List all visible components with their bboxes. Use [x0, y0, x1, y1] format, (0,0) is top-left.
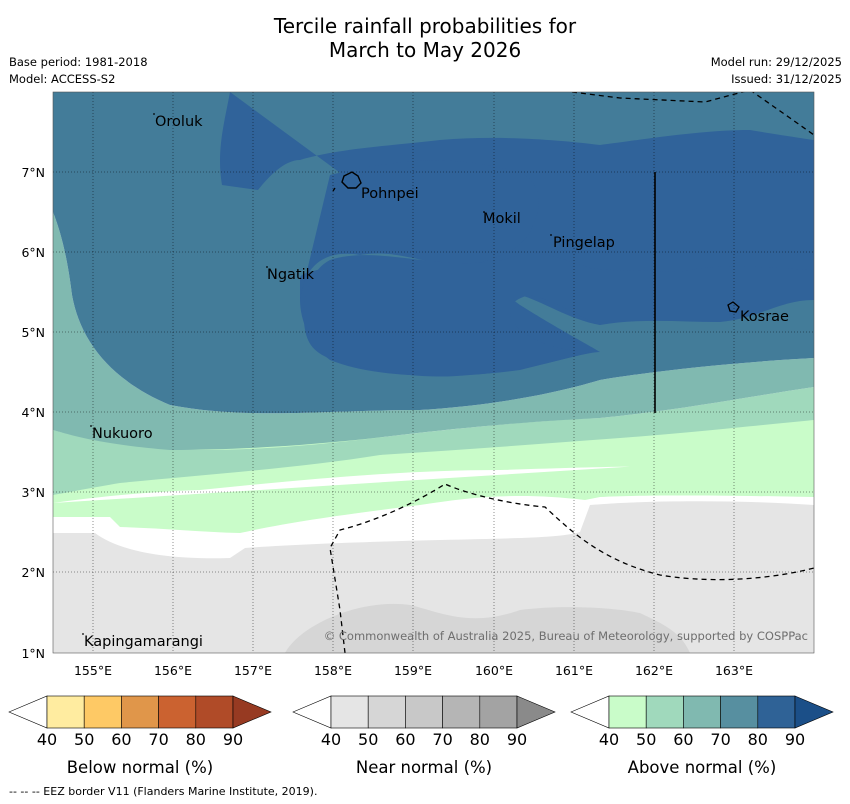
near-colorbar-tick: 50: [358, 730, 378, 749]
lon-label-158e: 158°E: [314, 663, 352, 678]
copyright-note: © Commonwealth of Australia 2025, Bureau…: [324, 629, 808, 643]
near-colorbar-segment: [442, 695, 481, 729]
title-line-1: Tercile rainfall probabilities for: [273, 14, 577, 38]
below-colorbar-tick: 80: [186, 730, 206, 749]
place-label-pohnpei: Pohnpei: [361, 186, 419, 202]
above-normal-80-region-central: [300, 160, 539, 300]
kosrae-island: [727, 301, 740, 313]
near-colorbar-segment: [330, 695, 369, 729]
lat-label-2n: 2°N: [21, 565, 45, 580]
lon-label-161e: 161°E: [555, 663, 593, 678]
below-colorbar-segment: [46, 695, 85, 729]
lat-label-3n: 3°N: [21, 485, 45, 500]
below-colorbar-segment: [195, 695, 234, 729]
title-line-2: March to May 2026: [328, 38, 522, 62]
above-colorbar-max-extension: [794, 695, 834, 729]
above-colorbar-tick: 40: [599, 730, 619, 749]
lat-label-4n: 4°N: [21, 405, 45, 420]
above-colorbar-segment: [757, 695, 796, 729]
below-colorbar-segment: [83, 695, 122, 729]
below-normal-colorbar: 40 50 60 70 80 90: [8, 695, 272, 749]
pohnpei-islet: [332, 187, 336, 192]
below-colorbar-tick: 50: [74, 730, 94, 749]
near-colorbar-tick: 80: [470, 730, 490, 749]
place-label-oroluk: Oroluk: [155, 114, 203, 130]
below-colorbar-tick: 40: [37, 730, 57, 749]
near-colorbar-tick: 90: [507, 730, 527, 749]
below-colorbar-tick: 60: [111, 730, 131, 749]
issued-date: Issued: 31/12/2025: [731, 72, 842, 86]
model-name: Model: ACCESS-S2: [9, 72, 116, 86]
lat-label-7n: 7°N: [21, 165, 45, 180]
above-normal-60-region: [53, 212, 814, 450]
lat-label-6n: 6°N: [21, 245, 45, 260]
below-colorbar-tick: 90: [223, 730, 243, 749]
above-colorbar-segment: [645, 695, 684, 729]
place-label-kapingamarangi: Kapingamarangi: [84, 634, 203, 650]
above-colorbar-min-extension: [570, 695, 610, 729]
below-colorbar-segment: [158, 695, 197, 729]
above-normal-label: Above normal (%): [628, 758, 777, 777]
pohnpei-island: [341, 171, 362, 189]
below-colorbar-min-extension: [8, 695, 48, 729]
above-normal-80-region-west: [303, 253, 814, 377]
near-colorbar-min-extension: [292, 695, 332, 729]
above-normal-50-region: [53, 387, 814, 495]
eez-footnote: -- -- -- EEZ border V11 (Flanders Marine…: [9, 785, 318, 798]
lon-label-163e: 163°E: [715, 663, 753, 678]
above-colorbar-segment: [720, 695, 759, 729]
lon-label-155e: 155°E: [74, 663, 112, 678]
atoll-marks: [82, 113, 552, 635]
above-colorbar-tick: 50: [636, 730, 656, 749]
below-colorbar-tick: 70: [148, 730, 168, 749]
eez-border: [329, 92, 814, 653]
above-colorbar-segment: [683, 695, 721, 729]
lat-label-5n: 5°N: [21, 325, 45, 340]
graticule: [53, 92, 814, 653]
near-colorbar-tick: 40: [321, 730, 341, 749]
below-colorbar-segment: [121, 695, 159, 729]
lon-label-157e: 157°E: [234, 663, 272, 678]
place-label-nukuoro: Nukuoro: [92, 426, 153, 442]
above-colorbar-tick: 60: [673, 730, 693, 749]
map-title: Tercile rainfall probabilities for March…: [0, 14, 850, 62]
above-colorbar-tick: 70: [710, 730, 730, 749]
lon-label-162e: 162°E: [635, 663, 673, 678]
base-period: Base period: 1981-2018: [9, 55, 148, 69]
near-colorbar-tick: 70: [432, 730, 452, 749]
place-label-mokil: Mokil: [483, 211, 521, 227]
near-colorbar-segment: [367, 695, 406, 729]
place-label-kosrae: Kosrae: [740, 309, 789, 325]
model-info: Base period: 1981-2018 Model: ACCESS-S2: [9, 54, 148, 88]
near-normal-label: Near normal (%): [356, 758, 492, 777]
lon-label-159e: 159°E: [394, 663, 432, 678]
map-frame: [52, 91, 815, 654]
lon-label-160e: 160°E: [475, 663, 513, 678]
near-colorbar-segment: [405, 695, 443, 729]
below-colorbar-max-extension: [232, 695, 272, 729]
below-normal-label: Below normal (%): [67, 758, 214, 777]
near-colorbar-tick: 60: [395, 730, 415, 749]
model-run: Model run: 29/12/2025: [710, 55, 842, 69]
above-colorbar-tick: 80: [748, 730, 768, 749]
place-label-ngatik: Ngatik: [267, 267, 315, 283]
above-colorbar-tick: 90: [785, 730, 805, 749]
above-colorbar-segment: [608, 695, 647, 729]
place-label-pingelap: Pingelap: [553, 235, 615, 251]
near-colorbar-segment: [479, 695, 518, 729]
near-normal-50-region: [285, 603, 690, 653]
above-normal-colorbar: 40 50 60 70 80 90: [570, 695, 834, 749]
lon-label-156e: 156°E: [154, 663, 192, 678]
near-colorbar-max-extension: [516, 695, 556, 729]
run-info: Model run: 29/12/2025 Issued: 31/12/2025: [711, 54, 842, 88]
map-plot-area: Oroluk Pohnpei Mokil Pingelap Ngatik Kos…: [53, 92, 814, 653]
near-normal-colorbar: 40 50 60 70 80 90: [292, 695, 556, 749]
lat-label-1n: 1°N: [21, 646, 45, 661]
